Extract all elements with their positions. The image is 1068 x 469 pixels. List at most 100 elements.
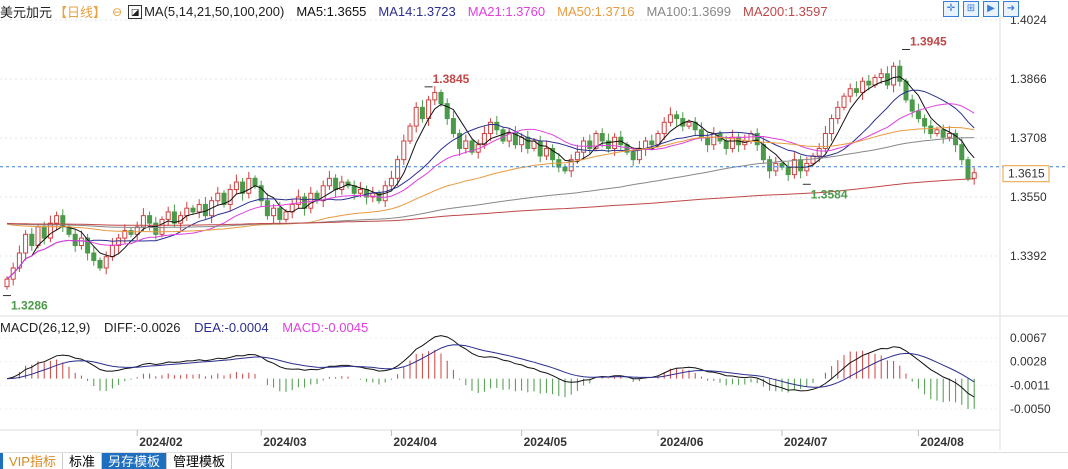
tab-save-template[interactable]: 另存模板 [101,453,167,469]
date-label: 2024/06 [660,435,704,449]
candle-body [562,166,568,172]
price-tick-label: 1.3550 [1010,190,1047,204]
candle-body [16,252,22,269]
ma5-line [6,76,975,280]
candle-body [215,192,221,202]
candle-body [419,106,425,120]
candle-body [295,196,301,205]
price-tick-label: 1.3708 [1010,131,1047,145]
candle-body [785,166,791,176]
candle-body [754,133,760,146]
ma100-value: MA100:1.3699 [646,4,732,19]
zoom-range-icon[interactable]: ⊞ [963,1,979,17]
candle-body [35,226,41,247]
candle-body [543,147,549,157]
period-selector[interactable]: 【日线】 [54,5,107,20]
date-label: 2024/03 [263,435,307,449]
candle-body [240,181,246,194]
candle-body [134,226,140,235]
candle-body [333,177,339,191]
candle-body [184,207,190,217]
macd-tick-label: 0.0028 [1010,355,1047,369]
candle-body [171,211,177,224]
candle-body [705,136,711,146]
candle-body [221,192,227,205]
candle-body [277,207,283,220]
candle-body [934,129,940,135]
candle-body [227,189,233,205]
candle-body [469,140,475,153]
candle-body [698,129,704,138]
macd-params[interactable]: MACD(26,12,9) [0,320,91,335]
candle-body [395,159,401,179]
ma21-value: MA21:1.3760 [467,4,546,19]
candle-body [643,140,649,149]
ma14-value: MA14:1.3723 [378,4,456,19]
candle-body [388,177,394,187]
candle-body [810,155,816,164]
date-label: 2024/02 [139,435,183,449]
candle-body [891,65,897,86]
candle-body [723,140,729,149]
crosshair-icon[interactable]: ✛ [943,1,959,17]
candle-body [72,233,78,247]
indicator-icon[interactable]: ◪ [128,4,143,19]
tab-manage-templates[interactable]: 管理模板 [167,453,233,469]
candle-body [147,215,153,224]
current-price-label: 1.3615 [1008,167,1045,181]
candle-body [568,159,574,172]
candle-body [667,114,673,123]
candle-body [593,133,599,149]
candle-body [605,140,611,149]
macd-tick-label: 0.0067 [1010,331,1047,345]
candle-body [407,125,413,142]
candle-body [4,278,10,288]
candle-body [91,252,97,261]
chart-canvas[interactable]: 1.4024 1.3866 1.3708 1.3550 1.3392 0.0067 0.00… [0,0,1068,452]
candle-body [971,172,977,179]
candle-body [109,245,115,258]
ma200-line [6,178,975,226]
date-label: 2024/08 [920,435,964,449]
candle-body [140,215,146,228]
candle-body [488,121,494,135]
candle-body [258,185,264,202]
exit-icon[interactable]: ➜ [1003,1,1019,17]
candle-body [835,106,841,120]
candle-body [339,181,345,191]
ma-params[interactable]: MA(5,14,21,50,100,200) [144,4,285,19]
candle-body [959,144,965,161]
candle-body [537,140,543,157]
tab-standard[interactable]: 标准 [63,453,102,469]
candle-body [847,88,853,97]
candle-body [159,218,165,235]
current-price-badge [1002,165,1050,183]
candle-body [953,133,959,146]
date-label: 2024/05 [524,435,568,449]
candle-body [711,133,717,146]
ma200-value: MA200:1.3597 [743,4,828,19]
candle-body [85,237,91,254]
candle-body [196,203,202,213]
candle-body [438,91,444,105]
ma14-line [6,89,975,280]
candle-body [612,136,618,149]
zoom-select-icon[interactable]: ▶ [983,1,999,17]
candle-body [351,185,357,194]
candle-body [357,189,363,194]
annotation-label: 1.3845 [433,72,470,86]
candle-body [587,140,593,149]
tab-vip-indicators[interactable]: VIP指标 [0,453,63,469]
candle-body [940,129,946,138]
macd-legend: MACD(26,12,9) DIFF:-0.0026 DEA:-0.0004 M… [0,320,378,335]
date-label: 2024/07 [784,435,828,449]
candle-body [481,133,487,146]
candle-body [326,177,332,187]
price-tick-label: 1.3866 [1010,72,1047,86]
candle-body [574,151,580,161]
candle-body [946,133,952,138]
macd-diff: DIFF:-0.0026 [103,320,181,335]
candle-body [903,80,909,101]
settings-icon[interactable]: ⊖ [112,4,123,19]
